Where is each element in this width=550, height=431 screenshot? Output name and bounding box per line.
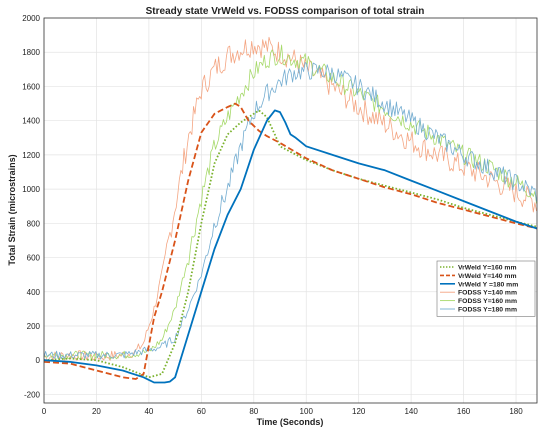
- series-line: [43, 62, 537, 360]
- y-tick-labels: -200 0 200 400 600 800 1000 1200 1400 1600 1800 200…: [22, 14, 40, 399]
- legend-label: FODSS Y=160 mm: [458, 298, 517, 305]
- y-tick-label: 600: [27, 254, 41, 263]
- series-line: [43, 44, 537, 360]
- legend-box: [436, 260, 536, 317]
- legend-label: FODSS Y=180 mm: [458, 307, 517, 314]
- y-tick-label: 1400: [22, 117, 40, 126]
- legend-label: VrWeld Y=140 mm: [458, 273, 517, 280]
- legend-label: VrWeld Y =180 mm: [458, 281, 518, 288]
- y-tick-label: -200: [24, 390, 41, 399]
- x-tick-label: 120: [352, 407, 366, 416]
- series-group: [43, 36, 538, 384]
- y-tick-label: 1000: [22, 185, 40, 194]
- x-tick-label: 180: [509, 407, 523, 416]
- x-tick-label: 0: [42, 407, 47, 416]
- x-tick-label: 80: [249, 407, 258, 416]
- y-tick-label: 1600: [22, 82, 40, 91]
- y-tick-label: 1800: [22, 48, 40, 57]
- y-axis-label: Total Strain (microstrains): [7, 154, 17, 265]
- series-line: [43, 109, 538, 384]
- grid: [43, 17, 537, 403]
- x-tick-label: 40: [144, 407, 153, 416]
- chart-title: Stready state VrWeld vs. FODSS compariso…: [146, 6, 425, 17]
- legend-label: VrWeld Y=160 mm: [458, 265, 517, 272]
- series-line: [43, 102, 538, 380]
- y-tick-label: 2000: [22, 14, 40, 23]
- series-line: [43, 109, 538, 379]
- x-tick-label: 60: [197, 407, 206, 416]
- x-tick-label: 160: [457, 407, 471, 416]
- x-axis-label: Time (Seconds): [257, 417, 324, 427]
- x-tick-labels: 0 20 40 60 80 100 120 140 160 180: [42, 407, 523, 416]
- x-tick-label: 140: [404, 407, 418, 416]
- x-tick-label: 100: [300, 407, 314, 416]
- y-tick-label: 800: [27, 219, 41, 228]
- y-tick-label: 1200: [22, 151, 40, 160]
- y-tick-label: 400: [27, 288, 41, 297]
- plot-frame: [43, 17, 538, 404]
- legend-label: FODSS Y=140 mm: [458, 290, 517, 297]
- y-tick-label: 0: [36, 356, 41, 365]
- x-tick-label: 20: [92, 407, 101, 416]
- y-tick-label: 200: [27, 322, 41, 331]
